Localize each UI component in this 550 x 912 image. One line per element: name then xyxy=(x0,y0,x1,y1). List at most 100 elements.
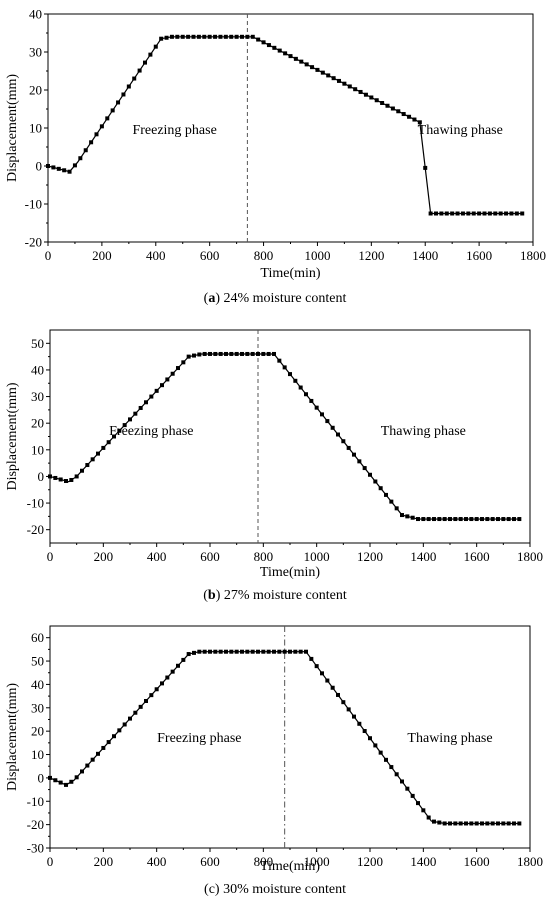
data-point xyxy=(143,60,147,65)
data-point xyxy=(186,652,191,657)
x-tick-label: 200 xyxy=(94,549,114,564)
y-tick-label: -20 xyxy=(27,817,44,832)
data-point xyxy=(401,112,406,117)
chart-c: 0 200 400 600 800 1000 1200 1400 1600 1800-30-20-… xyxy=(5,625,543,874)
data-point xyxy=(421,517,426,522)
caption-c: (c) 30% moisture content xyxy=(204,882,346,897)
data-point xyxy=(72,163,77,168)
data-point xyxy=(352,452,356,457)
data-point xyxy=(464,517,468,522)
data-point xyxy=(223,34,228,39)
data-point xyxy=(80,769,84,774)
data-point xyxy=(496,821,500,826)
data-point xyxy=(439,211,444,216)
data-point xyxy=(373,479,378,484)
freezing-phase-label: Freezing phase xyxy=(132,123,216,138)
data-point xyxy=(133,411,138,416)
data-point xyxy=(346,445,351,450)
data-point xyxy=(517,517,522,522)
chart-panel-c: 0 200 400 600 800 1000 1200 1400 1600 1800 -30 -20-… xyxy=(0,612,550,912)
data-point xyxy=(256,649,260,654)
x-tick-label: 1800 xyxy=(517,854,543,869)
data-point xyxy=(315,67,320,72)
data-point xyxy=(493,211,498,216)
data-point xyxy=(164,35,169,40)
data-point xyxy=(245,351,250,356)
data-point xyxy=(309,398,314,403)
data-point xyxy=(434,211,438,216)
data-point xyxy=(405,786,410,791)
data-point xyxy=(197,649,202,654)
data-point xyxy=(192,650,196,655)
data-point xyxy=(186,34,191,39)
data-point xyxy=(266,649,271,654)
data-point xyxy=(192,353,196,358)
data-point xyxy=(466,211,471,216)
caption-a-text: 24% moisture content xyxy=(219,291,347,306)
data-point xyxy=(480,517,484,522)
caption-b-letter: b xyxy=(207,588,216,603)
data-point xyxy=(378,486,383,491)
y-axis-label: Displacement(mm) xyxy=(5,683,20,791)
data-point xyxy=(385,103,390,108)
data-point xyxy=(96,751,100,756)
data-point xyxy=(56,166,61,171)
data-point xyxy=(106,440,111,445)
x-tick-label: 1600 xyxy=(464,854,490,869)
data-point xyxy=(400,513,404,518)
y-axis-label: Displacement(mm) xyxy=(5,74,20,182)
data-point xyxy=(480,821,484,826)
data-point xyxy=(325,419,330,424)
data-point xyxy=(293,649,298,654)
data-point xyxy=(90,757,95,762)
data-point xyxy=(186,354,191,359)
data-point xyxy=(261,40,266,45)
data-point xyxy=(99,124,104,129)
data-point xyxy=(469,821,474,826)
data-point xyxy=(416,801,420,806)
data-point xyxy=(509,211,514,216)
data-point xyxy=(341,700,346,705)
data-point xyxy=(218,34,223,39)
data-point xyxy=(170,669,175,674)
data-point xyxy=(159,36,164,41)
x-tick-label: 1200 xyxy=(358,248,384,263)
data-point xyxy=(165,675,170,680)
x-tick-label: 800 xyxy=(254,248,274,263)
data-point xyxy=(176,663,180,668)
data-point xyxy=(405,514,410,519)
data-point xyxy=(112,734,116,739)
data-point xyxy=(128,716,132,721)
data-point xyxy=(293,56,298,61)
data-point xyxy=(389,765,394,770)
data-point xyxy=(282,365,287,370)
data-point xyxy=(69,477,74,482)
data-point xyxy=(191,34,196,39)
data-point xyxy=(428,211,433,216)
data-point xyxy=(460,211,465,216)
x-tick-label: 800 xyxy=(254,549,274,564)
data-point xyxy=(202,351,207,356)
data-point xyxy=(362,729,367,734)
data-point xyxy=(153,44,158,49)
data-point xyxy=(331,76,336,81)
data-point xyxy=(101,445,106,450)
data-point xyxy=(74,474,79,479)
x-tick-label: 600 xyxy=(200,549,220,564)
data-point xyxy=(213,351,218,356)
data-point xyxy=(416,517,420,522)
data-point xyxy=(62,168,67,173)
y-tick-label: -20 xyxy=(27,522,44,537)
data-point xyxy=(394,772,399,777)
data-point xyxy=(394,506,399,511)
y-tick-label: -30 xyxy=(27,841,44,856)
data-point xyxy=(442,517,447,522)
data-point xyxy=(128,417,132,422)
data-point xyxy=(234,649,239,654)
data-point xyxy=(496,517,500,522)
x-tick-label: 1000 xyxy=(304,854,330,869)
data-point xyxy=(288,649,292,654)
data-point xyxy=(165,377,170,382)
data-point xyxy=(105,116,110,121)
data-point xyxy=(48,775,52,780)
